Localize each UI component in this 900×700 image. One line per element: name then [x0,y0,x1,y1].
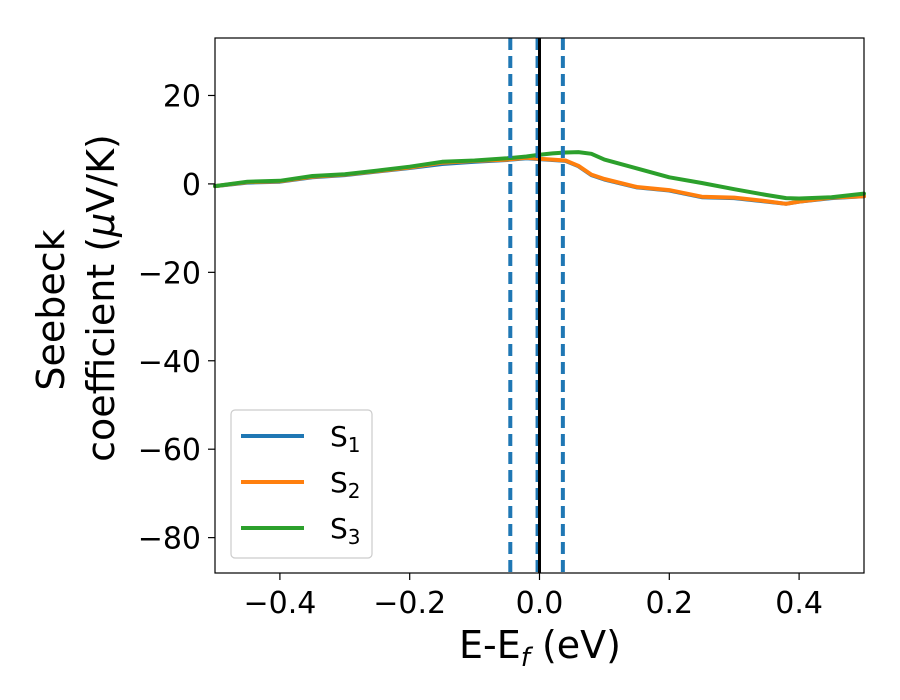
y-axis-title: Seebeck coefficient (μV/K) [29,134,123,462]
y-tick-label: 0 [182,168,201,203]
y-tick-label: −80 [138,522,201,557]
x-axis: −0.4 −0.2 0.0 0.2 0.4 [243,573,823,621]
x-tick-label: 0.0 [516,586,564,621]
y-axis-title-suffix: V/K) [79,134,123,213]
y-axis: 20 0 −20 −40 −60 −80 [138,79,215,557]
reference-lines [508,38,565,573]
y-axis-title-prefix: coefficient ( [79,237,123,462]
series-line-s3 [213,150,866,201]
y-tick-label: −40 [138,345,201,380]
x-tick-label: 0.2 [645,586,693,621]
x-tick-label: −0.4 [243,586,316,621]
legend-label-s3: S3 [330,512,361,549]
y-tick-label: −20 [138,256,201,291]
x-axis-title-base: E-E [459,623,521,667]
x-axis-title-suffix: (eV) [530,623,621,667]
legend-label-s2: S2 [330,466,361,503]
y-axis-title-mu: μ [79,213,123,238]
y-tick-label: 20 [163,79,201,114]
x-axis-title: E-Ef (eV) [459,623,621,673]
y-axis-title-line1: Seebeck [29,229,73,390]
legend: S1 S2 S3 [230,409,373,559]
y-axis-title-line2: coefficient (μV/K) [79,134,123,462]
legend-label-s1: S1 [330,420,361,457]
x-tick-label: −0.2 [373,586,446,621]
series-lines [213,150,866,206]
x-tick-label: 0.4 [775,586,823,621]
y-tick-label: −60 [138,433,201,468]
